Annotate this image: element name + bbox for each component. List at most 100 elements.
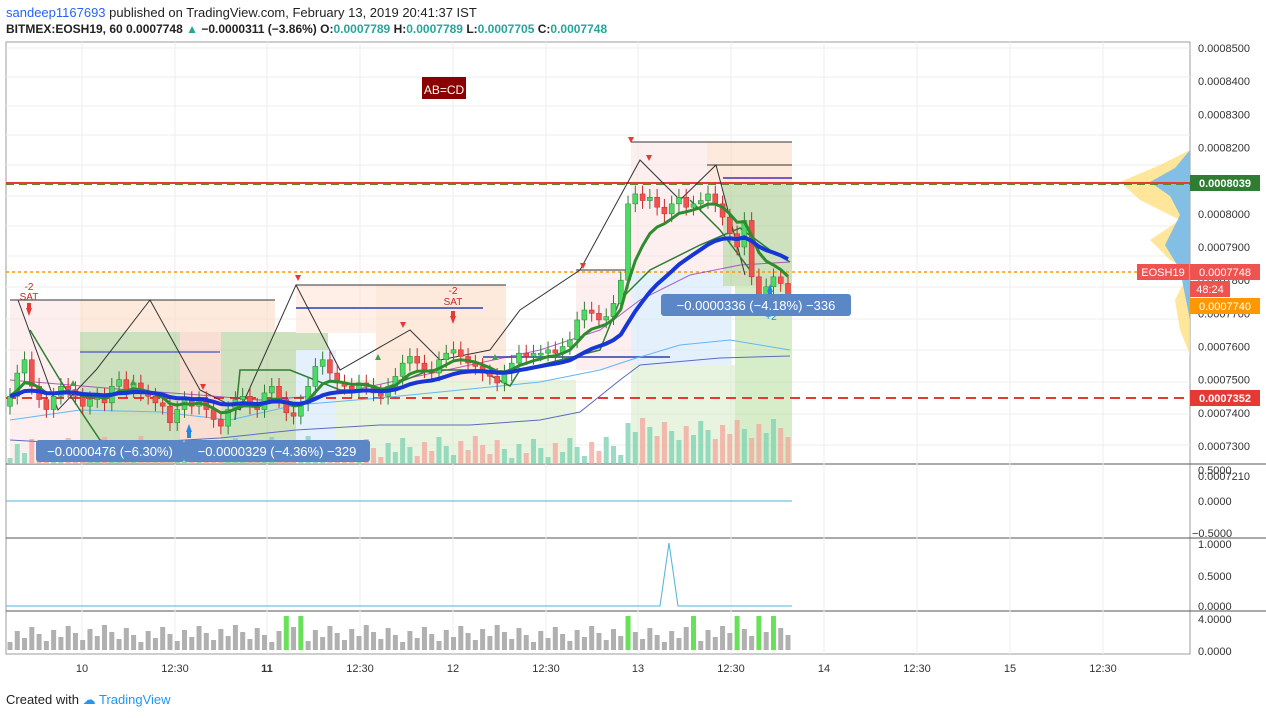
volume-profile (1120, 150, 1190, 355)
candle-body-87 (639, 193, 646, 201)
candle-body-51 (378, 392, 384, 397)
countdown: 48:24 (1196, 284, 1224, 296)
histogram-bar-50 (371, 632, 377, 650)
histogram-bar-69 (509, 639, 515, 650)
x-tick-9: 12:30 (903, 663, 931, 675)
candle-body-3 (29, 359, 35, 387)
volume-bar-66 (487, 454, 493, 464)
candle-body-91 (668, 203, 675, 215)
histogram-bar-99 (727, 633, 733, 650)
candle-body-23 (174, 409, 180, 424)
candle-body-2 (21, 359, 28, 374)
histogram-bar-35 (261, 635, 267, 650)
candle-body-38 (283, 399, 290, 414)
histogram-bar-90 (661, 642, 667, 650)
candle-body-30 (225, 409, 231, 427)
histogram-bar-75 (552, 627, 558, 650)
histogram-bar-106 (778, 628, 784, 650)
volume-bar-89 (654, 436, 660, 464)
y-tick-1: 0.0008400 (1198, 76, 1250, 88)
histogram-bar-42 (312, 630, 318, 650)
histogram-bar-81 (596, 633, 602, 650)
histogram-bar-56 (414, 638, 420, 650)
histogram-bar-36 (269, 642, 275, 650)
x-tick-10: 15 (1004, 663, 1016, 675)
volume-bar-82 (603, 437, 609, 464)
histogram-bar-53 (392, 635, 398, 650)
volume-bar-65 (480, 445, 486, 464)
candle-body-15 (116, 379, 122, 387)
histogram-bar-3 (29, 627, 35, 650)
candle-body-54 (399, 362, 406, 377)
tradingview-logo-icon: ☁ (82, 692, 96, 707)
volume-bar-86 (632, 432, 638, 464)
candle-body-22 (167, 405, 173, 424)
histogram-bar-48 (356, 636, 362, 650)
histogram-bar-44 (327, 626, 333, 650)
volume-bar-84 (618, 455, 624, 464)
publish-text: published on TradingView.com, February 1… (109, 5, 477, 20)
histogram-bar-17 (131, 635, 137, 650)
volume-bar-105 (770, 419, 776, 464)
osc2-line (6, 542, 792, 607)
author-link[interactable]: sandeep1167693 (6, 5, 106, 20)
bands (9, 199, 791, 456)
symbol-tag-box (1137, 264, 1189, 280)
volume-bar-101 (741, 429, 747, 464)
ohlc-legend: BITMEX:EOSH19, 60 0.0007748 ▲ −0.0000311… (6, 22, 607, 36)
candle-body-78 (574, 319, 580, 341)
candle-body-8 (65, 386, 71, 390)
volume-bar-61 (451, 455, 457, 464)
measure1-box (36, 440, 184, 462)
histogram-bar-89 (654, 635, 660, 650)
plus2-label: +2 (765, 312, 777, 323)
volume-bar-53 (392, 452, 398, 464)
volume-bar-80 (589, 442, 595, 464)
up-triangle-icon: ▲ (186, 22, 199, 36)
histogram-bar-102 (749, 636, 755, 650)
candle-body-55 (407, 356, 413, 364)
histogram-bar-64 (472, 640, 478, 650)
candle-body-43 (319, 359, 326, 367)
change-value: −0.0000311 (−3.86%) (201, 22, 317, 36)
histogram-bar-26 (196, 626, 202, 650)
volume-bar-107 (785, 437, 791, 464)
histogram-bar-93 (683, 627, 689, 650)
volume-bar-75 (552, 443, 558, 464)
osc2-tick-2: 0.0000 (1198, 601, 1232, 613)
histogram-bar-49 (363, 625, 369, 650)
volume-bar-50 (371, 448, 377, 464)
measure1-label: −0.0000476 (−6.30%) (47, 444, 173, 459)
histogram-bar-95 (698, 641, 704, 650)
histogram-bar-78 (574, 630, 580, 650)
close-value: 0.0007748 (550, 22, 608, 36)
histogram-bar-59 (436, 641, 442, 650)
candle-body-56 (414, 356, 420, 364)
volume-bar-100 (734, 420, 740, 464)
histogram-bar-2 (22, 638, 28, 650)
histogram-bar-37 (276, 631, 282, 650)
measure2-label: −0.0000329 (−4.36%) −329 (198, 444, 357, 459)
volume-bar-104 (763, 433, 769, 464)
candle-body-99 (727, 216, 733, 234)
candle-body-37 (276, 386, 282, 400)
histogram-bar-98 (720, 626, 726, 650)
volume-bar-106 (778, 428, 784, 464)
x-tick-3: 12:30 (346, 663, 374, 675)
volume-bar-103 (756, 424, 762, 464)
volume-bar-102 (749, 438, 755, 464)
y-tick-11: 0.0007400 (1198, 408, 1250, 420)
histogram-bar-40 (298, 616, 304, 650)
candle-body-92 (676, 197, 682, 205)
histogram-bar-73 (538, 631, 544, 650)
histogram-bar-19 (145, 631, 151, 650)
x-tick-0: 10 (76, 663, 88, 675)
tradingview-brand-link[interactable]: TradingView (99, 692, 171, 707)
histogram-bar-70 (516, 628, 522, 650)
volume-bar-85 (625, 423, 631, 464)
histogram-bar-38 (283, 616, 289, 650)
high-label: H: (393, 22, 407, 36)
volume-bar-56 (414, 456, 420, 464)
y-tick-10: 0.0007500 (1198, 375, 1250, 387)
